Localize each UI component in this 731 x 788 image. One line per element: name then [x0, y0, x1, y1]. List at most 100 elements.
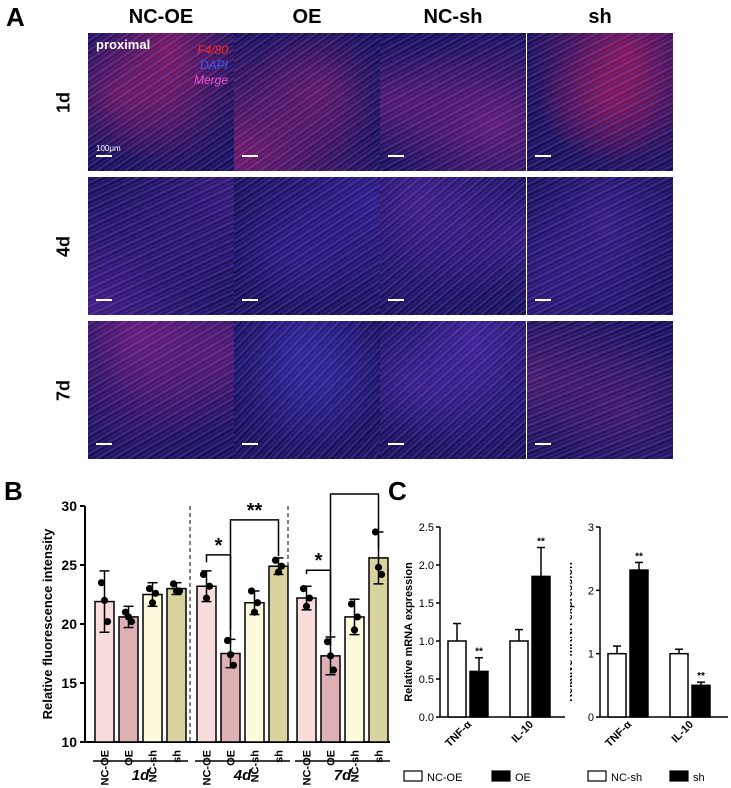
group-label: 7d — [334, 767, 352, 784]
data-point — [127, 618, 136, 626]
scale-bar — [242, 299, 258, 301]
micrograph-4d-oe — [234, 177, 380, 315]
micrograph-texture — [234, 321, 380, 459]
row-header-1d: 1d — [53, 92, 74, 114]
scale-bar — [242, 443, 258, 445]
micrograph-texture — [234, 177, 380, 315]
x-tick-label: OE — [124, 750, 136, 766]
significance-bracket — [329, 493, 380, 632]
x-tick-label: sh — [374, 750, 386, 763]
micrograph-texture — [380, 177, 526, 315]
scale-bar — [535, 299, 551, 301]
panel-a-letter: A — [6, 2, 25, 32]
y-tick-label: 0.5 — [419, 674, 434, 686]
y-tick-label: 0 — [588, 712, 594, 724]
micrograph-texture — [88, 33, 234, 171]
y-tick-label: 25 — [61, 557, 77, 573]
data-point — [247, 587, 256, 595]
legend-label: NC-sh — [611, 772, 642, 784]
data-point — [277, 562, 286, 570]
y-tick-label: 10 — [61, 734, 77, 750]
bar — [196, 585, 217, 743]
micrograph-7d-nc-sh — [380, 321, 526, 459]
y-tick-label: 2.5 — [419, 522, 434, 534]
bar — [509, 640, 529, 718]
data-point — [253, 599, 262, 607]
micrograph-texture — [380, 33, 526, 171]
micrograph-texture — [527, 177, 673, 315]
data-point — [350, 626, 359, 634]
significance-marker: ** — [475, 647, 483, 658]
data-point — [374, 563, 383, 571]
micrograph-texture — [527, 33, 673, 171]
data-point — [226, 651, 235, 659]
data-point — [145, 585, 154, 593]
data-point — [299, 585, 308, 593]
bar — [344, 616, 365, 743]
micrograph-texture — [234, 33, 380, 171]
data-point — [151, 589, 160, 597]
data-point — [175, 587, 184, 595]
data-point — [148, 599, 157, 607]
micrograph-1d-sh — [527, 33, 673, 171]
data-point — [371, 528, 380, 536]
x-tick-label: sh — [172, 750, 184, 763]
legend-label: OE — [515, 772, 531, 784]
legend-label: sh — [693, 772, 705, 784]
data-point — [100, 596, 109, 604]
data-point — [302, 602, 311, 610]
y-tick-label: 2.0 — [419, 560, 434, 572]
y-tick-label: 20 — [61, 616, 77, 632]
stain-legend-f480: F4/80 — [197, 43, 228, 57]
scale-bar — [535, 443, 551, 445]
data-point — [199, 570, 208, 579]
bar — [296, 597, 317, 743]
panel-b-letter: B — [4, 476, 23, 506]
data-point — [202, 594, 211, 602]
data-point — [223, 636, 232, 645]
bar — [607, 652, 627, 718]
x-tick-label: IL-10 — [669, 719, 696, 746]
scale-bar — [388, 155, 404, 157]
data-point — [347, 600, 356, 608]
row-header-7d: 7d — [53, 380, 74, 402]
y-tick-label: 30 — [61, 498, 77, 514]
x-tick-label: TNF-α — [443, 718, 474, 749]
x-tick-label: sh — [274, 750, 286, 763]
legend-swatch — [491, 770, 511, 782]
micrograph-4d-nc-sh — [380, 177, 526, 315]
micrograph-1d-oe — [234, 33, 380, 171]
bar — [469, 670, 489, 718]
data-point — [329, 666, 338, 674]
x-tick-label: OE — [226, 750, 238, 766]
group-label: 4d — [233, 767, 252, 784]
chart-c-oe-mrna: 0.0 0.5 1.0 1.5 2.0 2.5 Relative mRNA expressi… — [403, 522, 565, 784]
data-point — [305, 594, 314, 602]
column-header-nc-sh: NC-sh — [423, 6, 483, 28]
significance-marker: * — [215, 535, 223, 557]
y-tick-label: 0.0 — [419, 712, 434, 724]
row-header-4d: 4d — [53, 236, 74, 258]
scale-bar — [96, 299, 112, 301]
bar — [118, 616, 139, 743]
y-tick-label: 2 — [588, 585, 594, 597]
x-tick-label: NC-sh — [148, 750, 160, 783]
scale-bar — [388, 443, 404, 445]
micrograph-1d-nc-oe: proximal F4/80 DAPI Merge 100μm — [88, 33, 234, 171]
significance-marker: ** — [347, 486, 363, 496]
scale-bar — [535, 155, 551, 157]
scale-bar — [242, 155, 258, 157]
x-tick-label: NC-OE — [202, 750, 214, 785]
chart-b-fluorescence: 10 15 20 25 30 Relative fluorescence intensit… — [40, 486, 390, 785]
x-tick-label: IL-10 — [509, 719, 536, 746]
legend-swatch — [587, 770, 607, 782]
x-tick-label: TNF-α — [603, 718, 634, 749]
scale-bar — [388, 299, 404, 301]
x-tick-label: NC-OE — [100, 750, 112, 785]
y-axis-label: Relative fluorescence intensity — [40, 528, 55, 720]
stain-legend-dapi: DAPI — [199, 58, 228, 72]
proximal-label: proximal — [96, 37, 151, 52]
data-point — [274, 568, 283, 576]
y-tick-label: 15 — [61, 675, 77, 691]
micrograph-texture — [88, 321, 234, 459]
